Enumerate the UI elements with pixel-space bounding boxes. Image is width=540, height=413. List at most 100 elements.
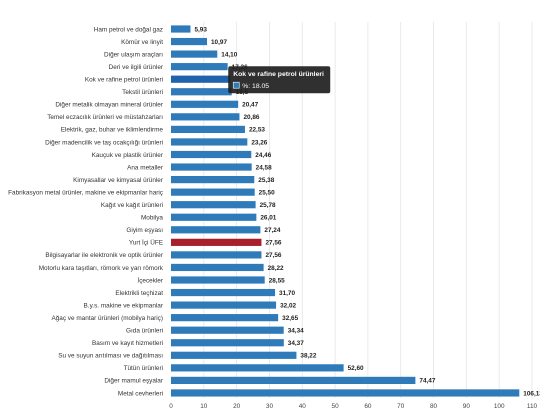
data-label: 25,50 xyxy=(259,189,275,196)
bar[interactable] xyxy=(171,37,208,46)
data-label: 24,46 xyxy=(255,152,271,159)
x-tick-label: 90 xyxy=(463,403,471,410)
category-label: Tekstil ürünleri xyxy=(122,89,163,96)
tooltip-background xyxy=(228,66,331,94)
data-label: 74,47 xyxy=(419,378,435,385)
bar[interactable] xyxy=(171,113,240,121)
tooltip: Kok ve rafine petrol ürünleri %: 18.05 xyxy=(228,66,331,94)
category-label: Kok ve rafine petrol ürünleri xyxy=(85,77,163,84)
bar[interactable] xyxy=(171,213,257,221)
x-tick-label: 30 xyxy=(266,403,274,410)
bar[interactable] xyxy=(171,176,255,184)
bar[interactable] xyxy=(171,339,284,347)
data-label: 23,26 xyxy=(251,139,267,146)
x-tick-label: 40 xyxy=(299,403,307,410)
category-label: Diğer metalik olmayan mineral ürünler xyxy=(55,102,163,109)
bar[interactable] xyxy=(171,301,277,309)
bar[interactable] xyxy=(171,251,262,259)
data-label: 38,22 xyxy=(300,353,316,360)
bar[interactable] xyxy=(171,389,520,397)
data-label: 27,56 xyxy=(265,252,281,259)
bar[interactable] xyxy=(171,326,284,334)
bar[interactable] xyxy=(171,75,231,83)
category-label: İçecekler xyxy=(137,275,163,284)
data-label: 28,22 xyxy=(268,265,284,272)
tooltip-title: Kok ve rafine petrol ürünleri xyxy=(233,71,324,78)
bar[interactable] xyxy=(171,188,255,196)
tooltip-value: %: 18.05 xyxy=(242,83,269,90)
bar[interactable] xyxy=(171,63,228,71)
x-axis-ticks: 0 10 20 30 40 50 60 70 80 90 100 110 xyxy=(169,403,537,410)
category-label: Fabrikasyon metal ürünler, makine ve eki… xyxy=(8,189,164,196)
x-tick-label: 70 xyxy=(397,403,405,410)
bar[interactable] xyxy=(171,314,279,322)
x-tick-label: 50 xyxy=(332,403,340,410)
category-label: Kauçuk ve plastik ürünler xyxy=(92,152,164,159)
category-label: Diğer madencilik ve taş ocakçılığı ürünl… xyxy=(45,139,163,146)
data-label: 22,53 xyxy=(249,127,265,134)
bars xyxy=(171,25,520,397)
data-label: 27,24 xyxy=(264,227,280,234)
category-label: Elektrikli teçhizat xyxy=(115,290,163,297)
category-label: Motorlu kara taşıtları, römork ve yarı r… xyxy=(39,265,164,272)
category-label: Diğer mamul eşyalar xyxy=(104,378,163,385)
data-label: 24,58 xyxy=(256,164,272,171)
x-tick-label: 20 xyxy=(233,403,241,410)
bar[interactable] xyxy=(171,201,256,209)
category-label: Temel eczacılık ürünleri ve müstahzarlar… xyxy=(47,114,163,121)
data-label: 20,86 xyxy=(243,114,259,121)
bar[interactable] xyxy=(171,50,218,58)
category-label: Deri ve ilgili ürünler xyxy=(109,64,164,71)
x-tick-label: 10 xyxy=(200,403,208,410)
category-label: Bilgisayarlar ile elektronik ve optik ür… xyxy=(45,252,163,259)
bar[interactable] xyxy=(171,351,297,359)
x-tick-label: 0 xyxy=(169,403,173,410)
category-label: Ana metaller xyxy=(127,164,164,171)
x-tick-label: 110 xyxy=(527,403,538,410)
category-label: Giyim eşyası xyxy=(126,227,163,234)
bar[interactable] xyxy=(171,163,252,171)
data-label: 32,65 xyxy=(282,315,298,322)
bar[interactable] xyxy=(171,288,276,297)
bar[interactable] xyxy=(171,263,264,272)
data-label: 32,02 xyxy=(280,302,296,309)
bar[interactable] xyxy=(171,238,262,246)
category-label: Kimyasallar ve kimyasal ürünler xyxy=(73,177,164,184)
bar[interactable] xyxy=(171,276,265,284)
category-label: B.y.s. makine ve ekipmanlar xyxy=(84,302,164,309)
bar[interactable] xyxy=(171,125,245,133)
data-label: 28,55 xyxy=(269,277,285,284)
bar[interactable] xyxy=(171,226,261,234)
data-label: 26,01 xyxy=(260,215,276,222)
data-label: 27,56 xyxy=(265,240,281,247)
bar[interactable] xyxy=(171,364,344,372)
category-label: Ağaç ve mantar ürünleri (mobilya hariç) xyxy=(51,315,163,322)
data-label: 10,97 xyxy=(211,39,227,46)
category-label: Diğer ulaşım araçları xyxy=(104,51,163,58)
bar[interactable] xyxy=(171,138,248,146)
category-labels: Ham petrol ve doğal gaz Kömür ve linyit Di… xyxy=(8,26,164,397)
x-tick-label: 60 xyxy=(364,403,372,410)
bar[interactable] xyxy=(171,150,252,159)
bar[interactable] xyxy=(171,376,416,384)
category-label: Ham petrol ve doğal gaz xyxy=(94,26,163,33)
data-label: 52,60 xyxy=(348,365,364,372)
x-tick-label: 80 xyxy=(430,403,438,410)
data-label: 34,37 xyxy=(288,340,304,347)
category-label: Tütün ürünleri xyxy=(124,365,163,372)
data-label: 5,93 xyxy=(194,26,207,33)
x-tick-label: 100 xyxy=(494,403,505,410)
category-label: Metal cevherleri xyxy=(118,390,163,397)
data-label: 34,34 xyxy=(288,328,304,335)
category-label: Kömür ve linyit xyxy=(121,39,163,46)
data-label: 14,10 xyxy=(221,51,237,58)
bar[interactable] xyxy=(171,88,232,96)
bar[interactable] xyxy=(171,25,191,33)
category-label: Basım ve kayıt hizmetleri xyxy=(92,340,163,347)
data-label: 20,47 xyxy=(242,102,258,109)
category-label: Elektrik, gaz, buhar ve iklimlendirme xyxy=(61,127,164,134)
tooltip-series-swatch xyxy=(232,81,240,89)
bar[interactable] xyxy=(171,100,239,108)
category-label: Gıda ürünleri xyxy=(126,328,163,335)
